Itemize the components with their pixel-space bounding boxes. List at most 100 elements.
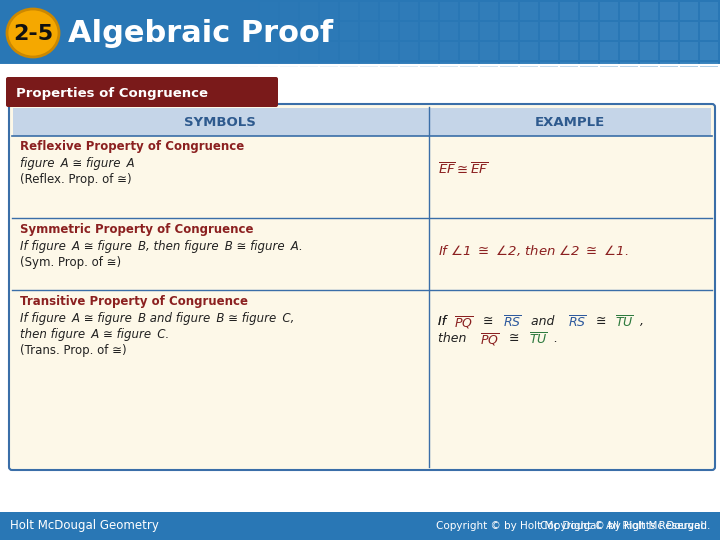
Bar xyxy=(340,62,358,80)
Bar xyxy=(300,42,318,60)
Bar xyxy=(460,2,478,20)
Text: If figure  A ≅ figure  B, then figure  B ≅ figure  A.: If figure A ≅ figure B, then figure B ≅ … xyxy=(20,240,302,253)
Text: $\overline{RS}$: $\overline{RS}$ xyxy=(503,315,521,330)
Bar xyxy=(260,42,278,60)
Bar xyxy=(380,2,398,20)
Bar xyxy=(220,62,238,80)
Bar xyxy=(620,2,638,20)
Bar xyxy=(640,22,658,40)
Bar xyxy=(480,22,498,40)
Text: (Trans. Prop. of ≅): (Trans. Prop. of ≅) xyxy=(20,344,127,357)
Bar xyxy=(280,2,298,20)
Text: (Reflex. Prop. of ≅): (Reflex. Prop. of ≅) xyxy=(20,173,132,186)
FancyBboxPatch shape xyxy=(6,77,278,107)
Text: If: If xyxy=(438,315,451,328)
Bar xyxy=(400,2,418,20)
Bar xyxy=(460,62,478,80)
Text: ≅: ≅ xyxy=(592,315,610,328)
Bar xyxy=(700,22,718,40)
Text: Properties of Congruence: Properties of Congruence xyxy=(16,86,208,99)
Text: (Sym. Prop. of ≅): (Sym. Prop. of ≅) xyxy=(20,256,121,269)
Bar xyxy=(580,62,598,80)
Bar xyxy=(0,67,720,512)
Bar xyxy=(520,22,538,40)
Bar xyxy=(560,22,578,40)
Bar xyxy=(300,62,318,80)
Bar xyxy=(620,62,638,80)
Bar xyxy=(420,22,438,40)
Bar xyxy=(620,22,638,40)
Bar xyxy=(560,2,578,20)
Bar xyxy=(600,22,618,40)
Bar xyxy=(600,42,618,60)
Bar xyxy=(480,2,498,20)
Bar xyxy=(340,22,358,40)
Bar xyxy=(380,62,398,80)
Bar xyxy=(420,62,438,80)
Bar xyxy=(420,2,438,20)
Text: $\overline{PQ}$: $\overline{PQ}$ xyxy=(454,315,474,332)
Text: If figure  A ≅ figure  B and figure  B ≅ figure  C,: If figure A ≅ figure B and figure B ≅ fi… xyxy=(20,312,294,325)
Text: and: and xyxy=(527,315,559,328)
Bar xyxy=(360,42,378,60)
Bar xyxy=(220,2,238,20)
Bar xyxy=(620,42,638,60)
Bar xyxy=(580,42,598,60)
Bar xyxy=(428,108,711,136)
Bar xyxy=(240,42,258,60)
Bar xyxy=(660,62,678,80)
Bar xyxy=(700,42,718,60)
Bar xyxy=(660,2,678,20)
Bar xyxy=(360,22,378,40)
Bar xyxy=(480,62,498,80)
Text: ≅: ≅ xyxy=(479,315,498,328)
Bar xyxy=(540,42,558,60)
Bar xyxy=(240,62,258,80)
Text: Algebraic Proof: Algebraic Proof xyxy=(68,18,333,48)
Bar xyxy=(640,62,658,80)
Bar xyxy=(440,62,458,80)
Text: Holt McDougal Geometry: Holt McDougal Geometry xyxy=(10,519,159,532)
Bar xyxy=(320,42,338,60)
Bar xyxy=(320,62,338,80)
Text: $\overline{PQ}$: $\overline{PQ}$ xyxy=(480,332,500,348)
Bar xyxy=(680,62,698,80)
Bar xyxy=(340,42,358,60)
Text: $\overline{TU}$: $\overline{TU}$ xyxy=(529,332,548,347)
Bar xyxy=(520,42,538,60)
Text: $\overline{RS}$: $\overline{RS}$ xyxy=(567,315,586,330)
Text: Copyright © by Holt Mc Dougal. All Rights Reserved.: Copyright © by Holt Mc Dougal. All Right… xyxy=(436,521,710,531)
Bar xyxy=(400,62,418,80)
Text: If $\angle$1 $\cong$ $\angle$2, then $\angle$2 $\cong$ $\angle$1.: If $\angle$1 $\cong$ $\angle$2, then $\a… xyxy=(438,243,629,258)
Bar xyxy=(220,42,238,60)
Bar xyxy=(280,22,298,40)
Text: Copyright © by Holt Mc Dougal.: Copyright © by Holt Mc Dougal. xyxy=(540,521,710,531)
Text: ,: , xyxy=(639,315,644,328)
Bar xyxy=(0,512,720,540)
Bar xyxy=(340,2,358,20)
FancyBboxPatch shape xyxy=(9,104,715,470)
Bar xyxy=(460,22,478,40)
Bar xyxy=(580,22,598,40)
Bar xyxy=(260,22,278,40)
Bar xyxy=(13,108,428,136)
Bar xyxy=(660,22,678,40)
Bar xyxy=(220,22,238,40)
Bar xyxy=(420,42,438,60)
Text: If: If xyxy=(438,315,451,328)
Bar xyxy=(600,62,618,80)
Bar xyxy=(380,22,398,40)
Bar xyxy=(680,42,698,60)
Bar xyxy=(640,42,658,60)
Bar xyxy=(260,62,278,80)
Text: .: . xyxy=(554,332,557,345)
Bar xyxy=(320,22,338,40)
Text: ≅: ≅ xyxy=(505,332,523,345)
Bar xyxy=(500,2,518,20)
Text: 2-5: 2-5 xyxy=(13,24,53,44)
Bar xyxy=(680,2,698,20)
Bar xyxy=(400,22,418,40)
Bar xyxy=(280,62,298,80)
Bar xyxy=(680,22,698,40)
Bar xyxy=(540,22,558,40)
